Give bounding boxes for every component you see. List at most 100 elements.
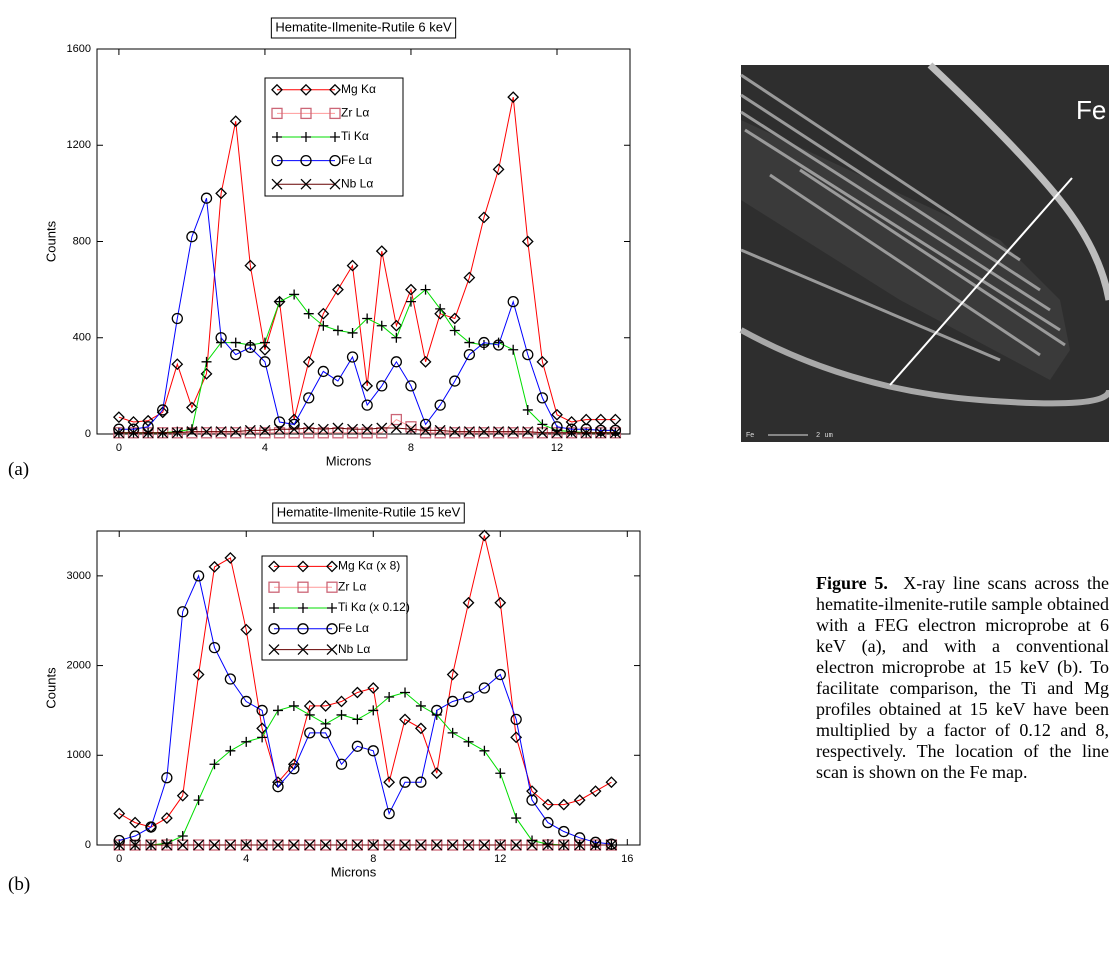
- marker: [201, 426, 212, 438]
- marker: [332, 283, 344, 296]
- legend-label: Zr Lα: [338, 579, 366, 593]
- marker: [521, 235, 534, 248]
- marker: [229, 115, 242, 128]
- marker: [405, 283, 417, 296]
- marker: [259, 337, 270, 348]
- marker: [259, 427, 271, 439]
- marker: [494, 668, 506, 681]
- marker: [192, 668, 205, 681]
- marker: [319, 727, 332, 739]
- marker: [288, 763, 300, 775]
- marker: [259, 424, 271, 436]
- marker: [574, 832, 586, 844]
- marker: [215, 427, 227, 439]
- marker: [230, 348, 242, 361]
- marker: [329, 154, 341, 167]
- marker: [463, 736, 474, 747]
- marker: [268, 623, 280, 635]
- marker: [298, 603, 308, 613]
- marker: [430, 767, 443, 780]
- marker: [186, 426, 198, 438]
- legend-label: Fe Lα: [338, 621, 369, 635]
- marker: [297, 623, 309, 635]
- marker: [431, 839, 443, 851]
- marker: [494, 596, 507, 609]
- marker: [431, 704, 443, 717]
- marker: [224, 551, 237, 564]
- marker: [319, 700, 332, 712]
- marker: [330, 132, 340, 142]
- marker: [609, 413, 622, 426]
- marker: [595, 424, 607, 437]
- marker: [566, 427, 578, 439]
- marker: [274, 423, 285, 435]
- marker: [240, 839, 252, 851]
- marker: [536, 355, 549, 368]
- x-tick-label: 12: [551, 442, 563, 454]
- marker: [304, 727, 316, 739]
- marker: [478, 682, 491, 694]
- marker: [145, 821, 157, 833]
- marker: [192, 570, 205, 582]
- marker: [273, 416, 286, 428]
- marker: [558, 839, 570, 851]
- marker: [609, 427, 621, 439]
- marker: [317, 365, 329, 378]
- marker: [113, 427, 125, 439]
- y-tick-label: 1000: [67, 749, 91, 761]
- marker: [215, 426, 227, 438]
- marker: [605, 776, 618, 789]
- marker: [434, 424, 446, 436]
- marker: [605, 838, 618, 850]
- x-tick-label: 16: [621, 853, 633, 865]
- marker: [113, 807, 126, 820]
- marker: [463, 839, 474, 851]
- marker: [447, 839, 459, 851]
- marker: [557, 798, 570, 811]
- marker: [271, 154, 283, 167]
- marker: [494, 839, 506, 851]
- scan-line: [889, 177, 1073, 386]
- marker: [522, 426, 534, 438]
- marker: [390, 413, 403, 426]
- legend-label: Nb Lα: [338, 642, 370, 656]
- series-line: [119, 691, 612, 846]
- marker: [256, 839, 268, 851]
- marker: [268, 581, 280, 593]
- marker: [449, 427, 461, 439]
- marker: [537, 419, 548, 430]
- y-tick-label: 1600: [67, 43, 91, 55]
- marker: [301, 132, 311, 142]
- marker: [384, 691, 395, 702]
- marker: [589, 836, 602, 848]
- marker: [463, 426, 475, 438]
- marker: [297, 560, 309, 573]
- marker: [327, 603, 337, 613]
- y-axis-label: Counts: [43, 667, 58, 709]
- marker: [326, 623, 338, 635]
- x-axis-label: Microns: [331, 864, 377, 879]
- legend-label: Mg Kα: [341, 82, 376, 96]
- series-line: [119, 574, 612, 845]
- legend-label: Mg Kα (x 8): [338, 559, 400, 573]
- marker: [605, 839, 617, 851]
- marker: [297, 581, 309, 593]
- marker: [288, 700, 299, 711]
- marker: [113, 423, 125, 435]
- marker: [526, 839, 538, 851]
- marker: [352, 714, 363, 725]
- marker: [303, 392, 315, 404]
- scale-label: Fe: [746, 432, 754, 439]
- y-tick-label: 800: [73, 235, 91, 247]
- marker: [463, 427, 476, 439]
- marker: [405, 296, 416, 307]
- marker: [478, 336, 490, 349]
- marker: [478, 427, 490, 439]
- fe-map: Fe Fe 2 um: [739, 62, 1109, 442]
- marker: [434, 427, 446, 439]
- marker: [186, 424, 197, 435]
- marker: [297, 644, 309, 656]
- marker: [156, 406, 169, 419]
- marker: [157, 404, 169, 416]
